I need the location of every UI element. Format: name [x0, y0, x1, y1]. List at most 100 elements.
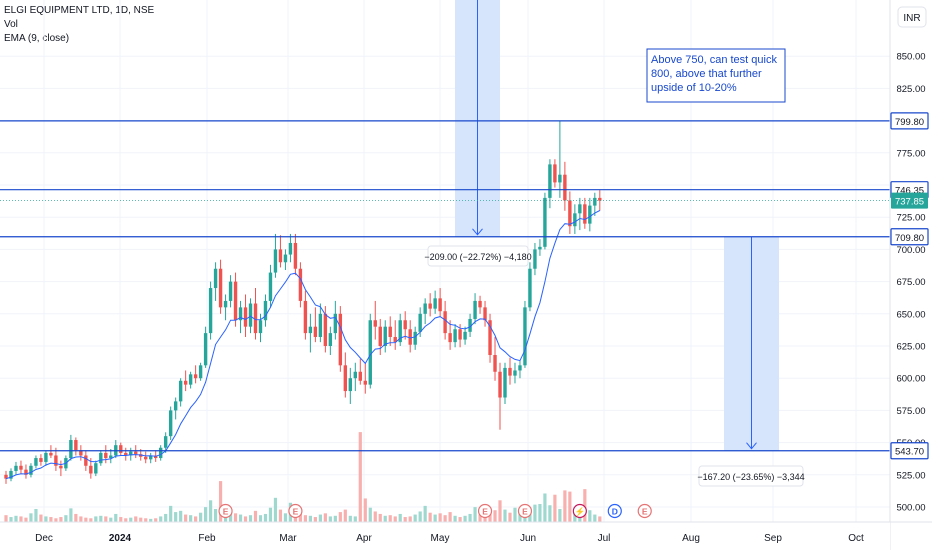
candle	[428, 293, 432, 317]
candle	[124, 447, 128, 461]
volume-bar	[308, 515, 312, 522]
candle	[34, 455, 38, 469]
volume-bar	[233, 513, 238, 522]
candle	[69, 434, 73, 461]
volume-bar	[423, 505, 427, 522]
candle	[144, 451, 148, 464]
volume-bar	[218, 481, 223, 522]
candle	[388, 316, 392, 346]
event-marker-dividend: D	[607, 503, 622, 519]
candle	[313, 307, 318, 343]
measure-arrowhead	[472, 228, 483, 236]
volume-bar	[403, 517, 407, 522]
candle	[563, 161, 567, 211]
event-marker-label: E	[522, 507, 528, 517]
candle	[168, 406, 173, 441]
volume-bar	[573, 511, 577, 522]
y-tick-label: 825.00	[896, 84, 925, 95]
currency-label: INR	[903, 13, 920, 24]
volume-bar	[273, 497, 278, 522]
candle	[358, 358, 362, 385]
candle	[558, 120, 562, 198]
x-tick-label: Apr	[356, 533, 372, 544]
volume-bar	[19, 516, 23, 522]
candle	[109, 449, 113, 464]
y-tick-label: 525.00	[896, 470, 925, 481]
candle	[293, 233, 298, 276]
x-tick-label: May	[431, 533, 450, 544]
event-marker-label: E	[642, 507, 648, 517]
event-marker-label: E	[223, 507, 229, 517]
volume-bar	[313, 517, 317, 522]
y-tick-label: 650.00	[896, 309, 925, 320]
volume-bar	[204, 507, 208, 522]
candle	[178, 378, 183, 407]
candle	[99, 450, 103, 466]
volume-bar	[333, 515, 337, 522]
volume-bar	[263, 513, 268, 522]
event-marker-earnings: E	[517, 503, 533, 519]
candle	[543, 192, 547, 250]
legend-vol: Vol	[4, 19, 18, 30]
volume-bar	[448, 512, 452, 522]
y-tick-label: 500.00	[896, 503, 925, 514]
volume-bar	[543, 493, 547, 522]
candle	[288, 233, 293, 263]
candle	[423, 298, 427, 325]
volume-bar	[488, 513, 492, 522]
candle	[79, 445, 83, 461]
candle	[333, 300, 338, 340]
candle	[503, 362, 507, 404]
candle	[258, 313, 263, 343]
volume-bar	[149, 518, 153, 522]
candle	[228, 275, 233, 308]
volume-bar	[478, 514, 482, 522]
volume-bar	[583, 489, 587, 522]
candle	[278, 235, 283, 268]
candle	[483, 300, 487, 327]
candle	[533, 242, 537, 276]
volume-bar	[538, 504, 542, 522]
volume-bar	[493, 510, 497, 522]
legend-ema: EMA (9, close)	[4, 33, 70, 44]
candle	[263, 294, 268, 327]
measure-label-text: −209.00 (−22.72%) −4,180	[424, 252, 531, 262]
volume-bar	[258, 515, 263, 522]
candle	[548, 159, 552, 209]
volume-bar	[303, 515, 307, 522]
volume-bar	[194, 516, 198, 522]
volume-bar	[243, 516, 248, 522]
volume-bar	[298, 512, 303, 522]
candle	[59, 460, 63, 477]
event-marker-earnings: E	[218, 503, 233, 519]
volume-bar	[134, 516, 138, 522]
volume-bar	[373, 511, 377, 522]
volume-bar	[44, 516, 48, 522]
candle	[119, 442, 123, 456]
volume-bar	[74, 513, 78, 522]
candles	[4, 120, 602, 484]
candle	[353, 362, 357, 392]
ema-9-line	[5, 210, 601, 480]
volume-bar	[468, 513, 472, 522]
price-tag-text: 746.35	[895, 186, 924, 197]
volume-bar	[518, 512, 522, 522]
volume-bar	[29, 513, 33, 522]
currency-button[interactable]	[897, 6, 927, 28]
volume-bar	[99, 515, 103, 522]
volume-bar	[318, 514, 322, 522]
candle	[513, 362, 517, 384]
candle	[383, 320, 387, 353]
volume-bar	[189, 515, 193, 522]
volume-bar	[363, 498, 367, 522]
volume-bar	[49, 517, 53, 522]
candle	[14, 461, 18, 475]
candle	[74, 437, 78, 456]
candle	[198, 362, 203, 381]
candle	[253, 288, 258, 340]
volume-bar	[398, 513, 402, 522]
volume-bar	[154, 518, 158, 522]
volume-bar	[348, 515, 352, 522]
volume-bar	[473, 507, 477, 522]
